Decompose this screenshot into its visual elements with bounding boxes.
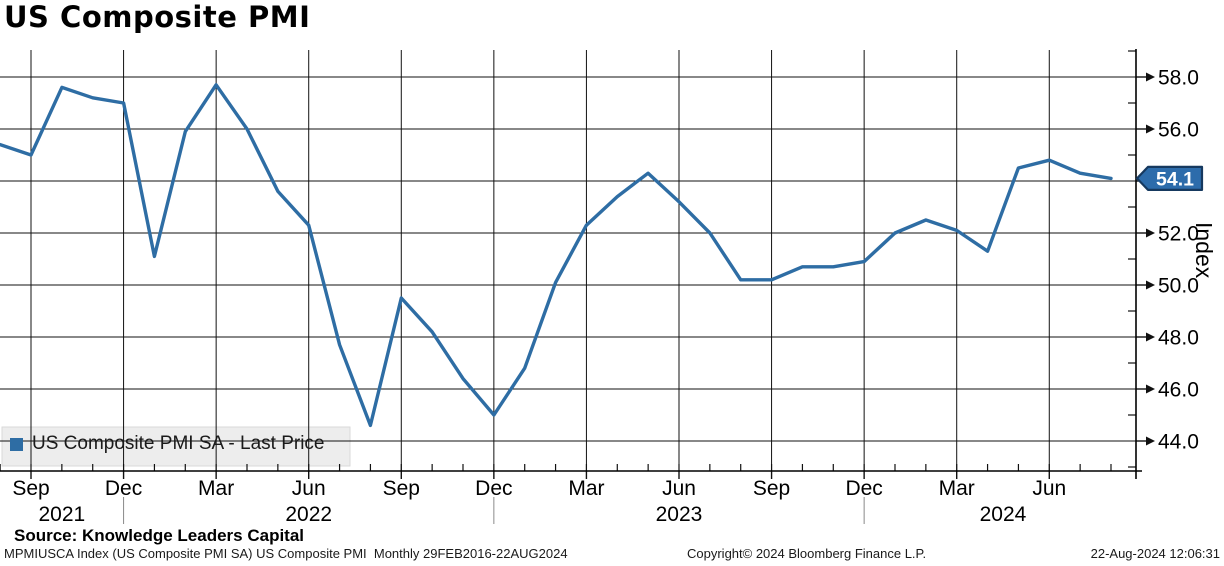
x-tick-label: Mar (568, 477, 604, 500)
x-tick-label: Sep (753, 477, 790, 500)
x-tick-label: Dec (475, 477, 512, 500)
x-tick-label: Sep (383, 477, 420, 500)
y-tick-label: 48.0 (1158, 327, 1199, 350)
x-tick-label: Dec (105, 477, 142, 500)
x-tick-label: Mar (939, 477, 975, 500)
x-tick-label: Dec (845, 477, 882, 500)
last-value-badge (1135, 165, 1204, 191)
y-tick-arrow-icon (1146, 124, 1155, 134)
y-tick-label: 56.0 (1158, 119, 1199, 142)
y-tick-arrow-icon (1146, 332, 1155, 342)
y-tick-arrow-icon (1146, 384, 1155, 394)
y-tick-label: 46.0 (1158, 379, 1199, 402)
x-tick-label: Jun (1032, 477, 1066, 500)
timestamp-text: 22-Aug-2024 12:06:31 (1090, 546, 1220, 561)
legend-box (1, 426, 351, 467)
x-year-label: 2024 (980, 503, 1027, 526)
y-tick-label: 44.0 (1158, 431, 1199, 454)
x-year-label: 2021 (38, 503, 85, 526)
x-tick-label: Jun (662, 477, 696, 500)
y-tick-arrow-icon (1146, 280, 1155, 290)
page-title: US Composite PMI (4, 0, 311, 34)
legend-series-label: US Composite PMI SA - Last Price (32, 433, 325, 454)
y-tick-label: 50.0 (1158, 275, 1199, 298)
x-tick-label: Jun (292, 477, 326, 500)
x-tick-label: Sep (12, 477, 49, 500)
y-tick-arrow-icon (1146, 436, 1155, 446)
copyright-text: Copyright© 2024 Bloomberg Finance L.P. (687, 546, 927, 561)
chart-legend: US Composite PMI SA - Last Price (10, 433, 325, 455)
x-tick-label: Mar (198, 477, 234, 500)
ticker-description-text: MPMIUSCA Index (US Composite PMI SA) US … (4, 546, 568, 561)
pmi-series-line (0, 83, 1113, 428)
source-attribution: Source: Knowledge Leaders Capital (14, 526, 305, 545)
y-tick-label: 52.0 (1158, 223, 1199, 246)
last-value-badge-text: 54.1 (1156, 168, 1194, 190)
y-tick-label: 58.0 (1158, 67, 1199, 90)
y-tick-arrow-icon (1146, 228, 1155, 238)
y-tick-arrow-icon (1146, 72, 1155, 82)
x-year-label: 2022 (285, 503, 332, 526)
legend-marker-square (10, 437, 23, 451)
y-axis-title: Index (1191, 222, 1217, 279)
x-year-label: 2023 (656, 503, 703, 526)
